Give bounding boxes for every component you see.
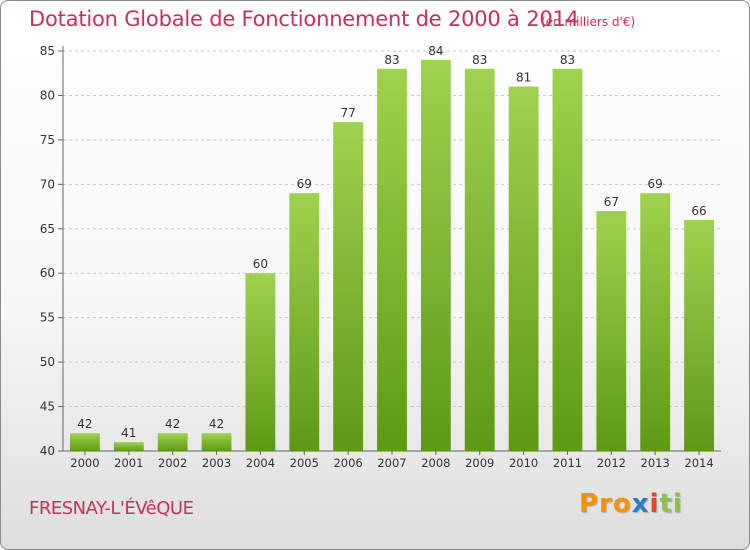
data-label-2004: 60 xyxy=(253,257,268,271)
bar-2010 xyxy=(508,86,539,452)
x-tick-label-2004: 2004 xyxy=(246,456,275,470)
data-label-2008: 84 xyxy=(428,44,443,58)
logo-part: i xyxy=(649,489,660,519)
x-tick-label-2002: 2002 xyxy=(158,456,187,470)
x-tick-label-2007: 2007 xyxy=(377,456,406,470)
commune-name: FRESNAY-L'ÉVêQUE xyxy=(29,498,194,519)
y-tick-label: 55 xyxy=(40,311,55,325)
bar-2009 xyxy=(464,68,495,452)
y-tick-label: 70 xyxy=(40,177,55,191)
bar-2012 xyxy=(596,211,627,451)
bar-2002 xyxy=(157,433,188,451)
data-label-2005: 69 xyxy=(297,177,312,191)
y-tick-label: 45 xyxy=(40,400,55,414)
chart-unit-note: (en milliers d'€) xyxy=(541,15,636,29)
bar-2014 xyxy=(684,219,714,451)
bar-2013 xyxy=(640,193,671,451)
labels: 42 2000 41 2001 42 2002 42 2003 60 2004 69 2005 77 20… xyxy=(70,44,713,470)
x-tick-label-2010: 2010 xyxy=(509,456,538,470)
x-tick-label-2009: 2009 xyxy=(465,456,494,470)
y-tick-label: 85 xyxy=(40,44,55,58)
data-label-2001: 41 xyxy=(121,426,136,440)
bar-2006 xyxy=(333,122,364,451)
x-tick-label-2005: 2005 xyxy=(290,456,319,470)
y-tick-label: 65 xyxy=(40,222,55,236)
data-label-2007: 83 xyxy=(384,53,399,67)
x-tick-label-2012: 2012 xyxy=(597,456,626,470)
proxiti-logo: Proxiti xyxy=(579,489,683,519)
bar-2008 xyxy=(420,59,451,452)
data-label-2000: 42 xyxy=(77,417,92,431)
chart-title: Dotation Globale de Fonctionnement de 20… xyxy=(29,7,579,31)
x-tick-label-2013: 2013 xyxy=(641,456,670,470)
data-label-2009: 83 xyxy=(472,53,487,67)
bar-2011 xyxy=(552,68,583,452)
x-tick-label-2003: 2003 xyxy=(202,456,231,470)
bar-2005 xyxy=(289,193,320,451)
x-tick-label-2000: 2000 xyxy=(70,456,99,470)
data-label-2002: 42 xyxy=(165,417,180,431)
data-label-2012: 67 xyxy=(604,195,619,209)
y-tick-label: 60 xyxy=(40,266,55,280)
x-tick-label-2008: 2008 xyxy=(421,456,450,470)
y-tick-label: 80 xyxy=(40,88,55,102)
bar-2004 xyxy=(245,273,276,451)
y-tick-label: 40 xyxy=(40,444,55,458)
x-tick-label-2014: 2014 xyxy=(684,456,713,470)
y-tick-label: 50 xyxy=(40,355,55,369)
x-tick-label-2011: 2011 xyxy=(553,456,582,470)
y-tick-label: 75 xyxy=(40,133,55,147)
bar-2000 xyxy=(70,433,100,451)
bar-2007 xyxy=(377,68,407,452)
data-label-2014: 66 xyxy=(691,204,706,218)
data-label-2011: 83 xyxy=(560,53,575,67)
data-label-2010: 81 xyxy=(516,71,531,85)
data-label-2006: 77 xyxy=(340,106,355,120)
bar-2001 xyxy=(113,442,144,451)
logo-part: Pro xyxy=(579,489,632,519)
data-label-2003: 42 xyxy=(209,417,224,431)
bars xyxy=(70,59,714,452)
logo-part: x xyxy=(631,489,650,519)
logo-part: ti xyxy=(659,489,683,519)
x-tick-label-2001: 2001 xyxy=(114,456,143,470)
data-label-2013: 69 xyxy=(648,177,663,191)
x-tick-label-2006: 2006 xyxy=(333,456,362,470)
bar-2003 xyxy=(201,433,232,451)
